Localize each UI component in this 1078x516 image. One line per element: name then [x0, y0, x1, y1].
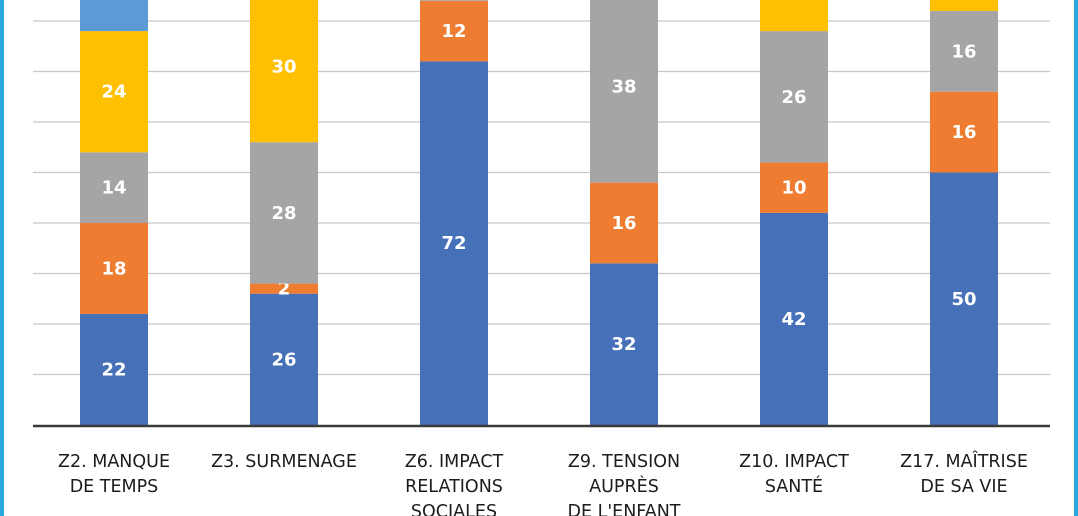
data-label: 22 [101, 359, 126, 380]
category-label: DE L'ENFANT [567, 502, 680, 516]
data-label: 26 [271, 349, 296, 370]
data-label: 12 [441, 21, 466, 42]
category-label: Z9. TENSION [568, 452, 680, 472]
bar-segment [760, 31, 828, 163]
bar-segment [80, 31, 148, 153]
bar-segment [760, 212, 828, 425]
bar-segment [760, 0, 828, 32]
bar-segment [930, 0, 998, 11]
bar-segment [590, 182, 658, 264]
category-label: SOCIALES [411, 502, 497, 516]
gridlines [33, 20, 1050, 376]
data-label: 30 [271, 56, 296, 77]
bar-segment [80, 223, 148, 314]
category-label: AUPRÈS [589, 475, 659, 497]
bar-segment [420, 0, 488, 1]
bar-segment [930, 172, 998, 425]
category-labels: Z2. MANQUE DE TEMPS Z3. SURMENAGE Z6. IMPAC… [58, 450, 1028, 516]
data-label: 28 [271, 203, 296, 224]
bar-segment [250, 293, 318, 425]
data-label: 42 [781, 309, 806, 330]
data-label: 18 [101, 258, 126, 279]
bar-segment [250, 0, 318, 143]
data-label: 16 [951, 41, 976, 62]
data-label: 72 [441, 233, 466, 254]
bar-segment [930, 91, 998, 173]
bar-segment [420, 61, 488, 426]
bar-segment [80, 313, 148, 425]
category-label: Z2. MANQUE [58, 452, 170, 472]
bar-segment [930, 10, 998, 92]
data-label: 50 [951, 289, 976, 310]
data-label: 26 [781, 87, 806, 108]
bar-segment [420, 0, 488, 62]
data-label: 38 [611, 77, 636, 98]
data-label: 16 [951, 122, 976, 143]
data-label: 32 [611, 334, 636, 355]
data-label: 10 [781, 178, 806, 199]
bar-segment [590, 0, 658, 183]
category-label: DE TEMPS [70, 477, 159, 497]
data-label: 2 [278, 279, 291, 300]
category-label: Z3. SURMENAGE [211, 452, 357, 472]
bar-segment [80, 0, 148, 32]
category-label: Z10. IMPACT [739, 452, 849, 472]
data-label: 16 [611, 213, 636, 234]
category-label: Z6. IMPACT [405, 452, 504, 472]
category-label: RELATIONS [405, 477, 503, 497]
category-label: SANTÉ [765, 475, 823, 497]
bar-segment [760, 162, 828, 213]
bar-segment [80, 152, 148, 223]
bar-segment [590, 263, 658, 425]
category-label: DE SA VIE [920, 477, 1007, 497]
stacked-bar-chart: 22 18 14 24 26 2 28 30 72 12 32 16 38 42 10 26 50 16 16 Z2… [33, 0, 1050, 516]
data-label: 24 [101, 82, 126, 103]
category-label: Z17. MAÎTRISE [900, 450, 1028, 472]
bar-segment [250, 142, 318, 284]
bar-segment [250, 283, 318, 294]
data-label: 14 [101, 178, 126, 199]
bars: 22 18 14 24 26 2 28 30 72 12 32 16 38 42 10 26 50 16 16 [80, 0, 998, 426]
